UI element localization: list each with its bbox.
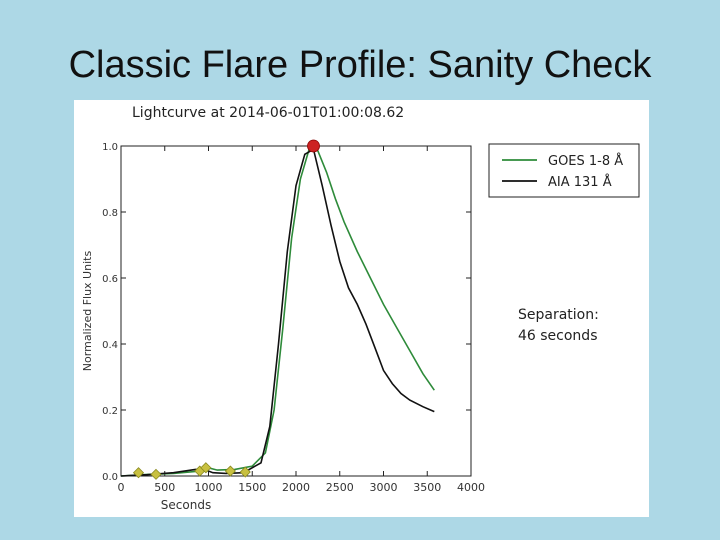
plot-frame <box>120 145 472 477</box>
y-axis-label: Normalized Flux Units <box>81 251 94 372</box>
x-tick-label: 2000 <box>282 481 310 494</box>
goes-series-line <box>120 148 435 477</box>
x-tick-label: 0 <box>118 481 125 494</box>
separation-label: Separation: <box>518 307 599 323</box>
y-tick-label: 1.0 <box>102 142 118 153</box>
legend-box <box>488 143 640 198</box>
diamond-marker <box>132 467 145 479</box>
y-tick-label: 0.2 <box>102 406 118 417</box>
separation-annotation: Separation: 46 seconds <box>518 305 599 347</box>
y-tick-label: 0.6 <box>102 274 118 285</box>
x-tick-label: 2500 <box>326 481 354 494</box>
separation-value: 46 seconds <box>518 328 598 344</box>
x-tick-label: 4000 <box>457 481 485 494</box>
chart-panel: Lightcurve at 2014-06-01T01:00:08.62 0 50… <box>74 100 649 517</box>
x-tick-label: 1000 <box>195 481 223 494</box>
aia-series-line <box>120 148 435 477</box>
chart-title: Lightcurve at 2014-06-01T01:00:08.62 <box>132 105 404 121</box>
diamond-marker <box>239 466 251 478</box>
lightcurve-chart: Lightcurve at 2014-06-01T01:00:08.62 0 50… <box>81 105 640 512</box>
legend-entry: AIA 131 Å <box>548 174 612 190</box>
diamond-marker <box>150 468 162 480</box>
x-tick-label: 1500 <box>238 481 266 494</box>
diamond-marker <box>200 462 212 474</box>
diamond-marker <box>224 465 236 477</box>
x-tick-label: 3500 <box>413 481 441 494</box>
x-tick-label: 500 <box>154 481 175 494</box>
y-tick-label: 0.4 <box>102 340 118 351</box>
y-tick-label: 0.8 <box>102 208 118 219</box>
x-axis-label: Seconds <box>161 498 211 512</box>
y-tick-label: 0.0 <box>102 472 118 483</box>
slide-title: Classic Flare Profile: Sanity Check <box>68 44 652 86</box>
x-tick-label: 3000 <box>370 481 398 494</box>
legend-entry: GOES 1-8 Å <box>548 153 623 169</box>
peak-marker <box>307 139 320 153</box>
